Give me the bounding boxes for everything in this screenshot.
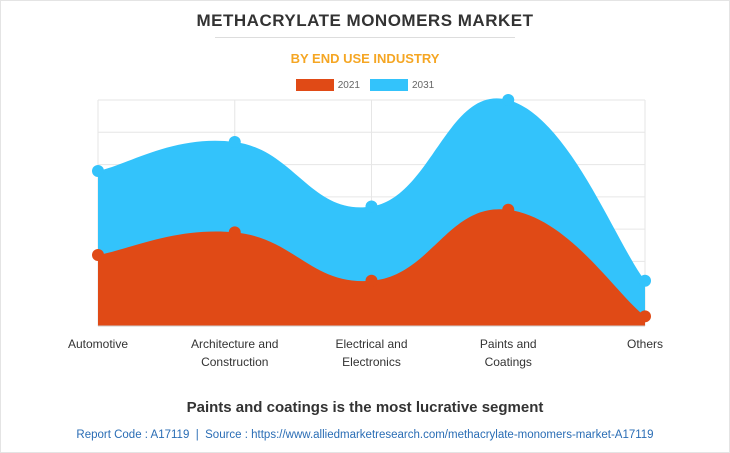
data-point-2031 xyxy=(92,165,104,178)
x-tick-label-line: Construction xyxy=(201,355,269,369)
x-tick-label: Electrical and Electronics xyxy=(312,335,432,371)
data-point-2021 xyxy=(502,203,515,216)
x-tick-label-line: Coatings xyxy=(484,355,532,369)
chart-note: Paints and coatings is the most lucrativ… xyxy=(186,399,544,416)
chart-legend: 2021 2031 xyxy=(0,79,730,91)
data-point-2021 xyxy=(365,274,378,287)
title-divider xyxy=(215,37,515,38)
footer-separator: | xyxy=(195,429,199,441)
legend-item-2031[interactable]: 2031 xyxy=(370,79,434,91)
data-point-2031 xyxy=(228,135,241,148)
x-tick-label-line: Paints and xyxy=(479,337,537,351)
legend-item-2021[interactable]: 2021 xyxy=(295,79,360,91)
legend-swatch-2021 xyxy=(295,79,334,91)
chart-title: METHACRYLATE MONOMERS MARKET xyxy=(196,11,534,30)
legend-label-2031: 2031 xyxy=(412,79,435,91)
x-tick-label: Automotive xyxy=(38,335,158,353)
source-link[interactable]: Source : https://www.alliedmarketresearc… xyxy=(205,429,654,441)
data-point-2031 xyxy=(365,200,378,213)
x-tick-label-line: Architecture and xyxy=(191,337,279,351)
area-series-2021 xyxy=(98,209,645,326)
x-tick-label: Architecture and Construction xyxy=(175,335,295,371)
data-point-2021 xyxy=(639,310,651,323)
x-tick-label-line: Electronics xyxy=(342,355,401,369)
report-code: Report Code : A17119 xyxy=(76,429,190,441)
data-point-2021 xyxy=(228,226,241,239)
x-tick-label-line: Others xyxy=(626,337,663,351)
x-tick-label: Paints and Coatings xyxy=(448,335,568,371)
chart-footer: Report Code : A17119 | Source : https://… xyxy=(0,429,730,441)
x-tick-label: Others xyxy=(585,335,705,353)
data-point-2021 xyxy=(92,248,104,261)
legend-swatch-2031 xyxy=(370,79,408,91)
chart-subtitle: BY END USE INDUSTRY xyxy=(290,51,440,66)
x-tick-label-line: Automotive xyxy=(67,337,129,351)
data-point-2031 xyxy=(639,274,651,287)
x-tick-label-line: Electrical and xyxy=(335,337,408,351)
legend-label-2021: 2021 xyxy=(337,79,360,91)
data-point-2031 xyxy=(502,94,515,106)
